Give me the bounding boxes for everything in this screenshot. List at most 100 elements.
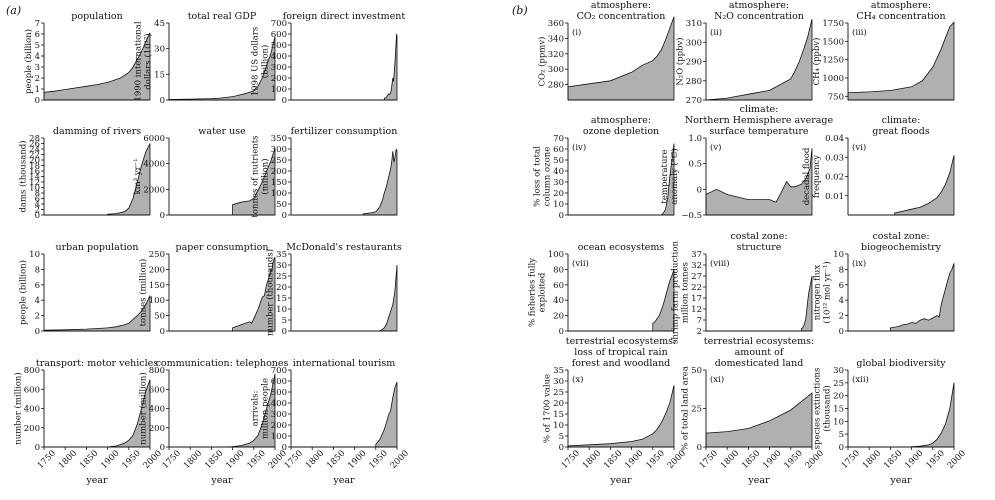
chart-title: climate: (882, 115, 921, 126)
chart-title: global biodiversity (856, 358, 946, 369)
chart-title: atmosphere: (591, 115, 651, 126)
y-tick-label: 18 (29, 162, 40, 172)
x-tick-label: 1850 (882, 449, 904, 471)
y-tick-label: 6 (35, 281, 40, 291)
y-axis-label: number (thousands) (265, 249, 276, 336)
y-tick-label: 0 (160, 211, 165, 221)
y-axis-label: (thousand) (822, 385, 833, 431)
data-area (362, 148, 398, 216)
y-tick-label: 2 (35, 312, 40, 322)
y-tick-label: 22 (691, 283, 702, 293)
y-tick-label: 0 (559, 211, 564, 221)
chart-title: communication: telephones (156, 358, 289, 369)
x-tick-label: 1850 (740, 449, 762, 471)
y-axis-label: million tonnes (681, 262, 691, 323)
chart-title: loss of tropical rain (574, 347, 667, 358)
x-tick-label: 1850 (325, 449, 347, 471)
y-tick-label: 0 (282, 327, 287, 337)
data-area (375, 381, 398, 448)
chart-14: atmosphere:N₂O concentration 270 280 290 300… (674, 0, 813, 106)
y-axis-label: tonnes (million) (137, 259, 148, 327)
chart-3: foreign direct investment 010020030040050… (250, 11, 405, 106)
y-tick-label: 340 (548, 34, 564, 44)
chart-22: terrestrial ecosystems:loss of tropical … (543, 336, 688, 486)
chart-title: total real GDP (188, 11, 257, 22)
y-tick-label: 17 (691, 294, 702, 304)
y-tick-label: 27 (691, 272, 702, 282)
x-tick-label: 1900 (346, 449, 368, 471)
data-area (801, 275, 813, 332)
y-tick-label: 70 (553, 134, 564, 144)
data-area (847, 21, 955, 101)
data-area (890, 263, 955, 332)
x-tick-label: 1900 (224, 449, 246, 471)
data-area (224, 373, 276, 448)
y-tick-label: 12 (29, 178, 40, 188)
y-tick-label: 300 (548, 65, 564, 75)
y-tick-label: 280 (548, 81, 564, 91)
chart-title: CO₂ concentration (577, 11, 666, 22)
chart-tag: (v) (710, 142, 721, 153)
y-tick-label: 50 (154, 312, 165, 322)
y-tick-label: 6 (839, 281, 844, 291)
y-axis-label: (10¹² mol yr⁻¹) (822, 261, 833, 323)
y-tick-label: 30 (276, 261, 287, 271)
chart-title: urban population (56, 242, 139, 253)
y-tick-label: 300 (271, 410, 287, 420)
y-tick-label: 60 (553, 145, 564, 155)
y-tick-label: 200 (271, 74, 287, 84)
y-tick-label: 0 (35, 443, 40, 453)
y-axis-label: number (million) (12, 372, 23, 444)
y-tick-label: 20 (553, 312, 564, 322)
y-tick-label: 150 (271, 178, 287, 188)
chart-title: ozone depletion (583, 126, 659, 137)
y-tick-label: 7 (35, 19, 40, 29)
chart-2: total real GDP 0 15 30 45 1990 international d… (134, 11, 276, 106)
chart-5: water use 0 2000 4000 6000 km³ yr⁻¹ (133, 126, 276, 221)
chart-title: surface temperature (709, 126, 809, 137)
chart-tag: (xi) (710, 374, 724, 385)
data-area (377, 264, 398, 332)
x-axis-label: year (332, 475, 355, 486)
x-tick-label: 1950 (367, 449, 389, 471)
y-tick-label: 290 (686, 58, 702, 68)
y-tick-label: 5 (839, 430, 844, 440)
y-tick-label: 15 (154, 70, 165, 80)
chart-23: terrestrial ecosystems:amount ofdomestic… (681, 336, 826, 486)
y-tick-label: 80 (553, 265, 564, 275)
y-axis-label: million people (260, 378, 270, 439)
y-tick-label: 200 (24, 424, 40, 434)
y-tick-label: 0.02 (825, 173, 844, 183)
y-tick-label: 12 (691, 305, 702, 315)
chart-title: CH₄ concentration (856, 11, 945, 22)
y-tick-label: 10 (553, 200, 564, 210)
chart-title: foreign direct investment (283, 11, 406, 22)
x-tick-label: 1800 (304, 449, 326, 471)
chart-title: domesticated land (715, 358, 804, 369)
y-tick-label: 20 (276, 283, 287, 293)
chart-title: terrestrial ecosystems: (566, 336, 676, 347)
chart-title: Northern Hemisphere average (685, 115, 834, 126)
y-tick-label: 150 (149, 281, 165, 291)
chart-tag: (viii) (710, 258, 730, 269)
y-tick-label: 280 (686, 77, 702, 87)
y-tick-label: 10 (553, 421, 564, 431)
chart-title: McDonald's restaurants (286, 242, 402, 253)
y-tick-label: 16 (29, 167, 40, 177)
y-tick-label: 4000 (143, 160, 165, 170)
y-tick-label: 0 (559, 443, 564, 453)
y-tick-label: 25 (833, 379, 844, 389)
chart-tag: (vi) (852, 142, 866, 153)
y-tick-label: 24 (29, 145, 40, 155)
x-tick-label: 1800 (861, 449, 883, 471)
data-area (232, 148, 276, 216)
y-tick-label: 270 (686, 96, 702, 106)
y-tick-label: 30 (553, 377, 564, 387)
y-tick-label: 20 (833, 392, 844, 402)
y-tick-label: 1500 (822, 37, 844, 47)
y-tick-label: 0 (160, 96, 165, 106)
y-axis-label: decadal flood (802, 147, 812, 205)
y-tick-label: 0 (35, 96, 40, 106)
y-tick-label: 37 (691, 250, 702, 260)
